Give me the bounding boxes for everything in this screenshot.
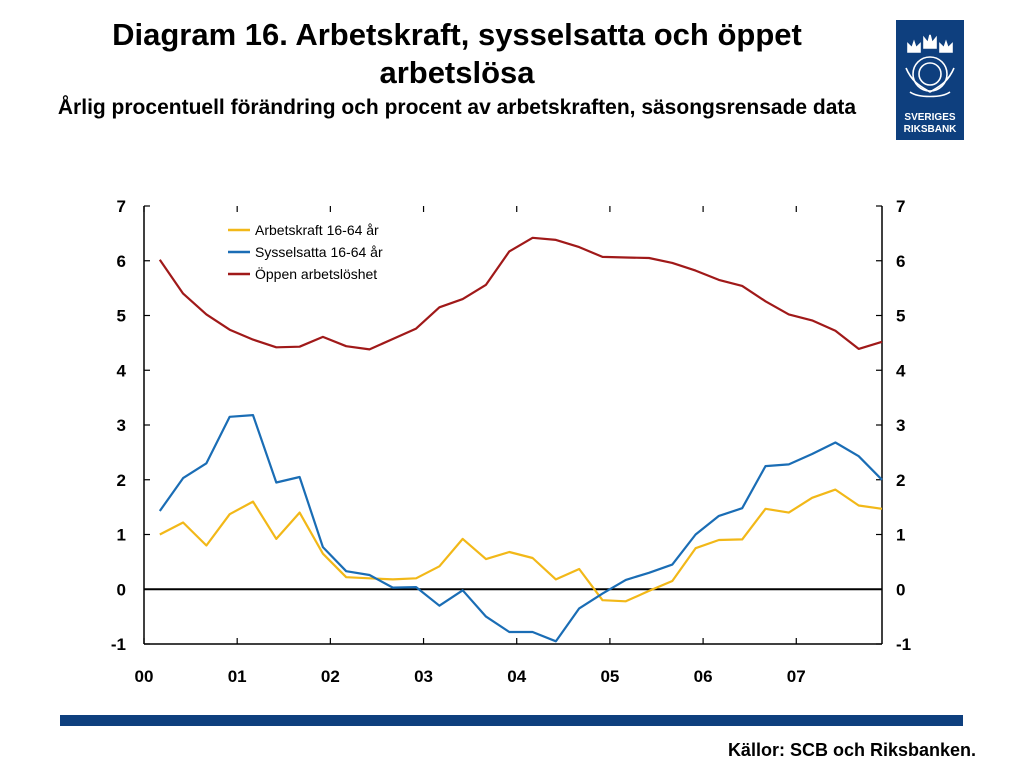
riksbank-logo: SVERIGES RIKSBANK xyxy=(896,20,964,140)
y-tick-label-left: -1 xyxy=(111,635,126,654)
chart-subtitle: Årlig procentuell förändring och procent… xyxy=(57,96,857,119)
x-tick-label: 00 xyxy=(135,667,154,686)
y-tick-label-left: 2 xyxy=(117,471,126,490)
y-tick-label-right: 0 xyxy=(896,580,905,599)
y-tick-label-left: 3 xyxy=(117,416,126,435)
series-line-2 xyxy=(158,414,883,643)
x-tick-label: 02 xyxy=(321,667,340,686)
y-tick-label-left: 6 xyxy=(117,252,126,271)
y-tick-label-right: 5 xyxy=(896,307,905,326)
y-tick-label-left: 1 xyxy=(117,526,126,545)
x-tick-label: 04 xyxy=(507,667,526,686)
y-tick-label-right: 6 xyxy=(896,252,905,271)
y-tick-label-right: 2 xyxy=(896,471,905,490)
crown-emblem-icon xyxy=(905,34,955,98)
series-line-3 xyxy=(158,236,883,351)
source-note: Källor: SCB och Riksbanken. xyxy=(727,740,976,760)
logo-text-sveriges: SVERIGES xyxy=(904,112,956,123)
x-tick-label: 01 xyxy=(228,667,247,686)
y-tick-label-left: 4 xyxy=(117,361,127,380)
series-line-1 xyxy=(159,488,883,603)
y-tick-label-right: 3 xyxy=(896,416,905,435)
x-tick-label: 06 xyxy=(694,667,713,686)
y-tick-label-right: 1 xyxy=(896,526,905,545)
page-title: Diagram 16. Arbetskraft, sysselsatta och… xyxy=(112,17,802,90)
logo-text-riksbank: RIKSBANK xyxy=(903,124,957,135)
x-tick-label: 05 xyxy=(600,667,619,686)
y-tick-label-left: 0 xyxy=(117,580,126,599)
y-tick-label-right: 7 xyxy=(896,197,905,216)
legend-label-3: Öppen arbetslöshet xyxy=(255,265,377,282)
y-tick-label-right: 4 xyxy=(896,361,906,380)
x-tick-label: 07 xyxy=(787,667,806,686)
x-tick-label: 03 xyxy=(414,667,433,686)
legend-label-2: Sysselsatta 16-64 år xyxy=(255,244,383,260)
bottom-band xyxy=(60,715,963,726)
legend-label-1: Arbetskraft 16-64 år xyxy=(255,222,379,238)
y-tick-label-left: 7 xyxy=(117,197,126,216)
y-tick-label-right: -1 xyxy=(896,635,911,654)
line-chart: 7 76 65 54 43 32 21 10 0-1 -100 01 02 03 04 05 06 07Arbe… xyxy=(111,197,911,686)
y-tick-label-left: 5 xyxy=(117,307,126,326)
